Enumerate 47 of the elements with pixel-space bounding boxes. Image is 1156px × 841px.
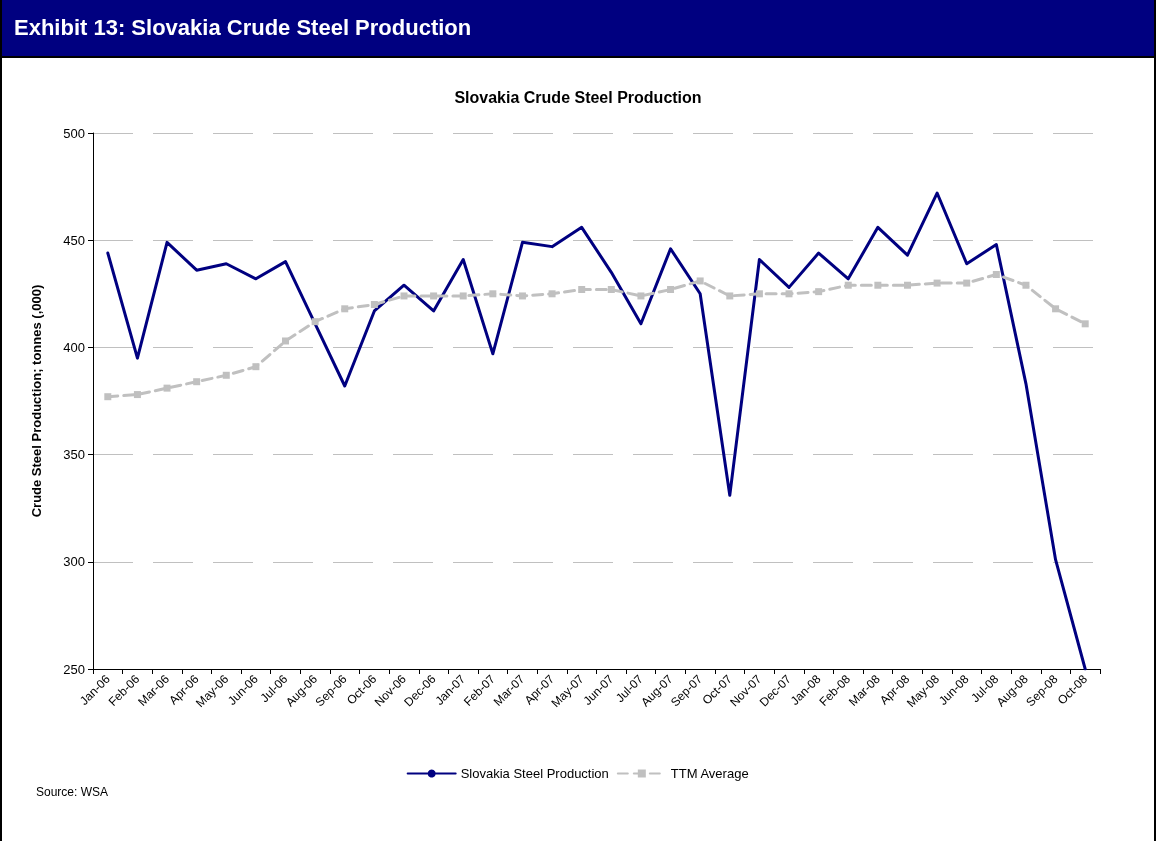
point <box>578 286 586 294</box>
point <box>726 292 734 300</box>
point <box>874 281 882 289</box>
legend-label: Slovakia Steel Production <box>460 766 609 781</box>
point <box>370 301 378 309</box>
chart-title: Exhibit 13: Slovakia Crude Steel Production <box>2 0 1154 58</box>
point <box>548 290 556 298</box>
y-tick-label: 300 <box>63 554 85 570</box>
point <box>785 290 793 298</box>
point <box>133 391 141 399</box>
point <box>696 277 704 285</box>
point <box>193 378 201 386</box>
point <box>163 384 171 392</box>
point <box>518 292 526 300</box>
y-tick-label: 400 <box>63 339 85 355</box>
legend-label: TTM Average <box>670 766 749 781</box>
point <box>607 286 615 294</box>
line-series <box>106 191 1087 671</box>
point <box>311 318 319 326</box>
point <box>903 281 911 289</box>
point <box>844 281 852 289</box>
point <box>341 305 349 313</box>
source-note: Source: WSA <box>36 785 109 799</box>
y-tick-label: 250 <box>63 661 85 677</box>
chart-subtitle: Slovakia Crude Steel Production <box>454 88 702 106</box>
point <box>963 279 971 287</box>
point <box>667 286 675 294</box>
point <box>252 363 260 371</box>
y-tick-label: 450 <box>63 232 85 248</box>
point <box>400 292 408 300</box>
point <box>222 371 230 379</box>
point <box>1052 305 1060 313</box>
point <box>459 292 467 300</box>
point <box>1081 320 1089 328</box>
point <box>755 290 763 298</box>
point <box>489 290 497 298</box>
point <box>1022 281 1030 289</box>
y-axis-title: Crude Steel Production; tonnes (,000) <box>29 284 44 518</box>
point <box>933 279 941 287</box>
point <box>815 288 823 296</box>
y-tick-label: 350 <box>63 447 85 463</box>
point <box>282 337 290 345</box>
point <box>104 393 112 401</box>
point <box>430 292 438 300</box>
y-tick-label: 500 <box>63 125 85 141</box>
point <box>637 292 645 300</box>
point <box>992 271 1000 278</box>
